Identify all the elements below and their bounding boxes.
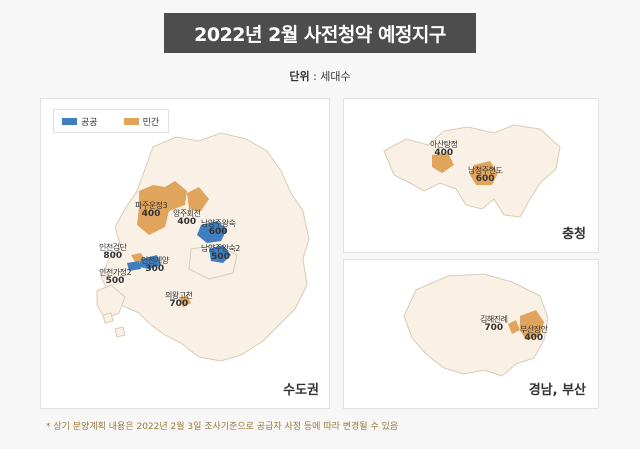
legend-swatch-public xyxy=(62,117,77,125)
site-label-uiwang: 의왕고천 700 xyxy=(165,291,193,310)
site-shape-gimhae xyxy=(508,320,520,334)
seoul-outline xyxy=(188,244,238,280)
site-shape-gajeong2 xyxy=(127,261,141,271)
capital-region-map xyxy=(96,132,310,362)
gyeongnam-land xyxy=(403,273,549,377)
site-label-wangsuk: 남양주왕숙 600 xyxy=(201,219,236,238)
site-shape-busan xyxy=(520,310,544,340)
site-shape-asan xyxy=(432,153,454,173)
site-label-gyeyang: 인천계양 300 xyxy=(141,256,169,275)
page-title: 2022년 2월 사전청약 예정지구 xyxy=(164,13,476,53)
gyeongnam-busan-region-panel: 김해진례 700 부산장안 400 경남, 부산 xyxy=(343,259,599,409)
region-name-gyeongnam-busan: 경남, 부산 xyxy=(528,383,586,398)
site-label-paju: 파주운정3 400 xyxy=(135,201,168,220)
site-label-cheongju: 남청주현도 600 xyxy=(468,166,503,185)
gyeongnam-busan-region-map xyxy=(403,273,549,377)
west-island xyxy=(96,284,126,320)
chungcheong-region-map xyxy=(383,124,561,218)
site-label-asan: 아산탕정 400 xyxy=(430,140,458,159)
region-name-chungcheong: 충청 xyxy=(562,227,586,242)
site-shape-paju xyxy=(137,181,187,235)
small-island-2 xyxy=(114,326,126,338)
site-shape-gyeyang xyxy=(139,255,161,269)
site-shape-cheongju xyxy=(470,161,498,185)
site-label-wangsuk2: 남양주왕숙2 500 xyxy=(201,244,240,263)
site-shape-wangsuk2 xyxy=(209,245,231,263)
capital-region-panel: 공공 민간 파주운정3 400 양주회천 400 남양주왕숙 600 남양주왕숙2 50… xyxy=(40,98,330,409)
site-label-busan: 부산장안 400 xyxy=(520,325,548,344)
site-label-gajeong2: 인천가정2 500 xyxy=(99,268,132,287)
chungcheong-region-panel: 아산탕정 400 남청주현도 600 충청 xyxy=(343,98,599,253)
small-island-1 xyxy=(102,312,114,324)
site-label-gimhae: 김해진례 700 xyxy=(480,315,508,334)
unit-label: 단위 xyxy=(289,70,310,83)
footnote: * 상기 분양계획 내용은 2022년 2월 3일 조사기준으로 공급자 사정 … xyxy=(46,422,399,432)
site-shape-wangsuk xyxy=(197,221,227,243)
legend-swatch-private xyxy=(123,117,139,125)
site-shape-yangju xyxy=(187,187,209,211)
unit-note: 단위 : 세대수 xyxy=(289,70,351,83)
site-label-geomdan: 인천검단 800 xyxy=(99,243,127,262)
site-shape-uiwang xyxy=(179,295,191,307)
legend-label-public: 공공 xyxy=(81,117,98,128)
region-name-capital: 수도권 xyxy=(283,383,319,398)
map-legend: 공공 민간 xyxy=(53,109,169,133)
unit-value: 세대수 xyxy=(320,70,351,83)
site-label-yangju: 양주회천 400 xyxy=(173,209,201,228)
legend-label-private: 민간 xyxy=(142,117,160,128)
